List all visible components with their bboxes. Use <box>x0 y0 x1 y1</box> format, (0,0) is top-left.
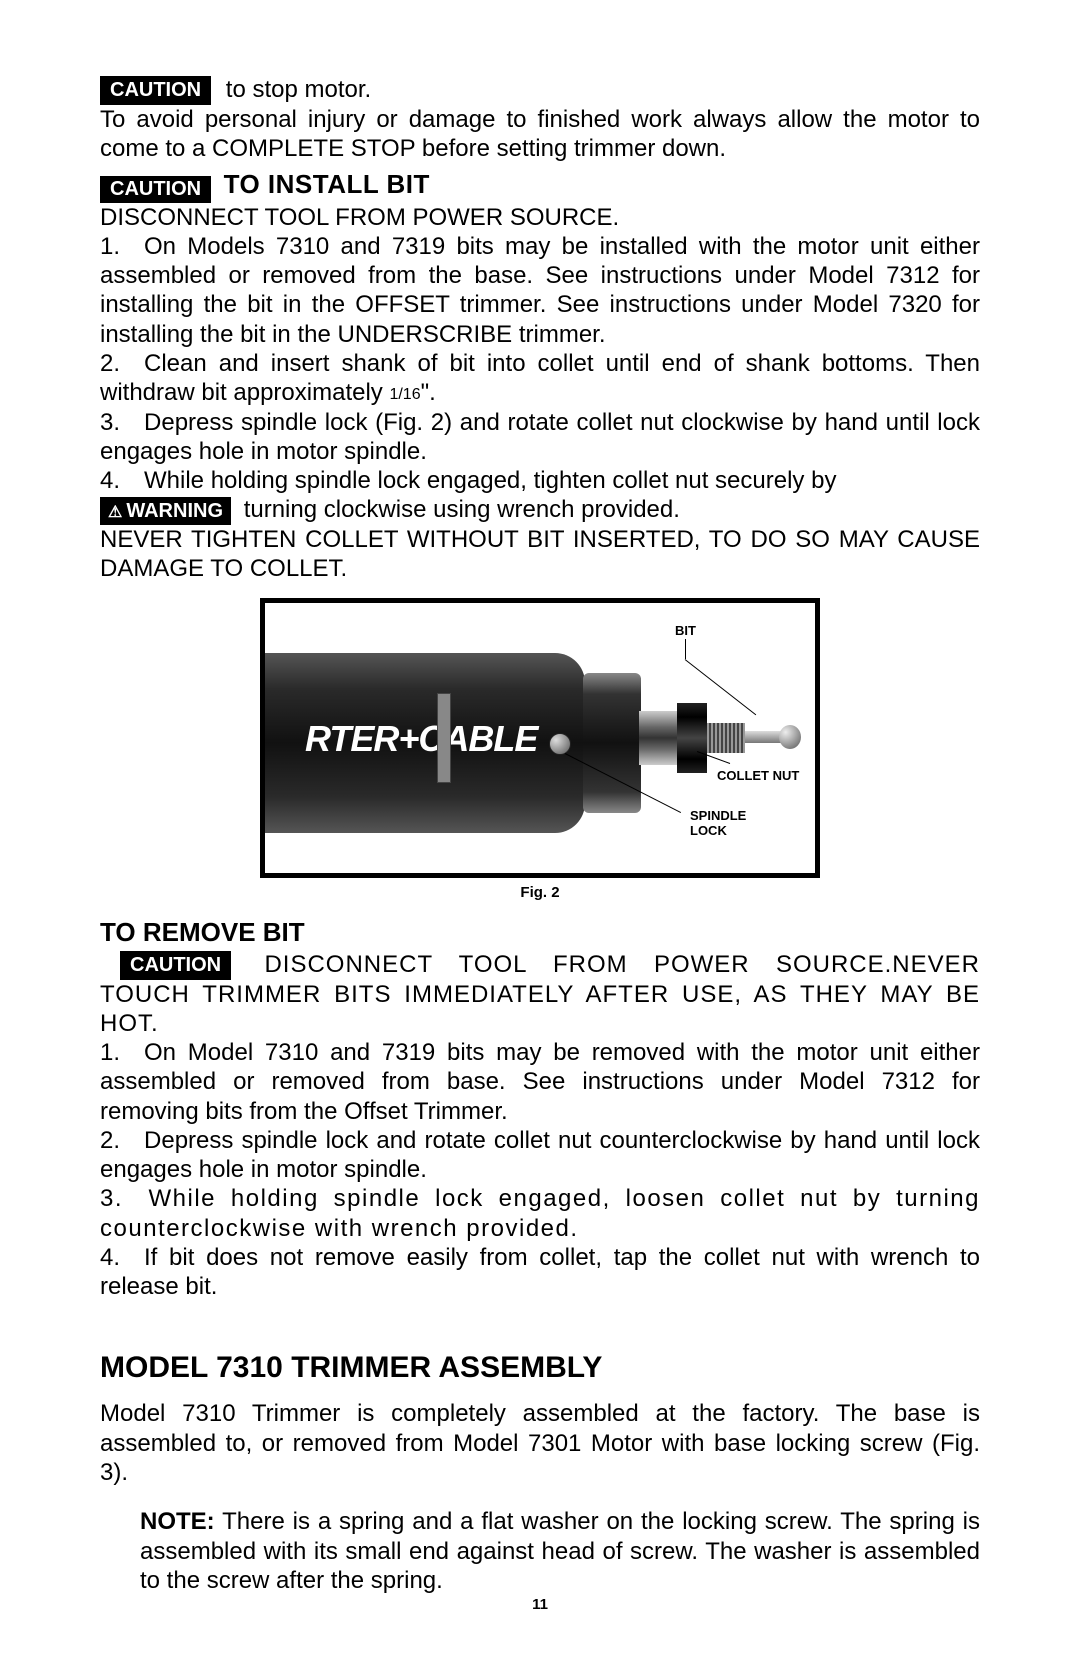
install-title: TO INSTALL BIT <box>224 169 430 199</box>
note-label: NOTE: <box>140 1508 215 1535</box>
assembly-p1: Model 7310 Trimmer is completely assembl… <box>100 1399 980 1487</box>
install-p4a: 4. While holding spindle lock engaged, t… <box>100 467 836 494</box>
spindle-button-shape <box>549 733 571 755</box>
intro-block: CAUTION to stop motor. To avoid personal… <box>100 75 980 163</box>
bit-tip-shape <box>779 725 801 749</box>
install-disconnect: DISCONNECT TOOL FROM POWER SOURCE. <box>100 203 980 232</box>
install-p3: 3. Depress spindle lock (Fig. 2) and rot… <box>100 408 980 467</box>
caution-badge-3: CAUTION <box>120 951 231 979</box>
collar-shape <box>583 673 641 813</box>
warning-badge: WARNING <box>100 497 231 525</box>
caution-badge-2: CAUTION <box>100 176 211 203</box>
install-p4: 4. While holding spindle lock engaged, t… <box>100 466 980 525</box>
assembly-title: MODEL 7310 TRIMMER ASSEMBLY <box>100 1351 980 1385</box>
remove-p1: 1. On Model 7310 and 7319 bits may be re… <box>100 1038 980 1126</box>
callout-collet: COLLET NUT <box>717 768 799 783</box>
caution-badge: CAUTION <box>100 76 211 104</box>
callout-bit-line-v <box>685 639 686 659</box>
install-p2b: ". <box>421 379 436 406</box>
remove-p4: 4. If bit does not remove easily from co… <box>100 1243 980 1302</box>
manual-page: CAUTION to stop motor. To avoid personal… <box>0 0 1080 1635</box>
install-heading-row: CAUTION TO INSTALL BIT <box>100 169 980 202</box>
install-p4b: turning clockwise using wrench provided. <box>244 496 680 523</box>
assembly-note: NOTE: There is a spring and a flat washe… <box>140 1507 980 1595</box>
nut-shape <box>677 703 707 773</box>
threads-shape <box>707 723 745 753</box>
figure-2-caption: Fig. 2 <box>100 884 980 901</box>
install-p1: 1. On Models 7310 and 7319 bits may be i… <box>100 232 980 349</box>
fraction-1-16: 1/16 <box>389 386 420 403</box>
side-label <box>437 693 451 783</box>
brand-text: RTER+CABLE <box>305 718 537 760</box>
page-number: 11 <box>0 1596 1080 1613</box>
figure-2: RTER+CABLE BIT COLLET NUT SPINDLE LOCK <box>260 598 820 878</box>
callout-bit: BIT <box>675 623 696 638</box>
intro-line1: to stop motor. <box>226 76 371 103</box>
intro-line2: To avoid personal injury or damage to fi… <box>100 106 980 162</box>
remove-p2: 2. Depress spindle lock and rotate colle… <box>100 1126 980 1185</box>
bit-shaft-shape <box>745 731 781 743</box>
remove-p3: 3. While holding spindle lock engaged, l… <box>100 1184 980 1243</box>
install-p2: 2. Clean and insert shank of bit into co… <box>100 349 980 408</box>
install-warning-text: NEVER TIGHTEN COLLET WITHOUT BIT INSERTE… <box>100 525 980 584</box>
remove-title: TO REMOVE BIT <box>100 917 980 948</box>
note-text: There is a spring and a flat washer on t… <box>140 1508 980 1594</box>
remove-caution-text: DISCONNECT TOOL FROM POWER SOURCE.NEVER … <box>100 951 980 1037</box>
install-p2a: 2. Clean and insert shank of bit into co… <box>100 350 980 406</box>
shaft-shape <box>639 711 679 765</box>
callout-spindle: SPINDLE LOCK <box>690 808 746 838</box>
remove-caution-block: CAUTION DISCONNECT TOOL FROM POWER SOURC… <box>100 950 980 1038</box>
